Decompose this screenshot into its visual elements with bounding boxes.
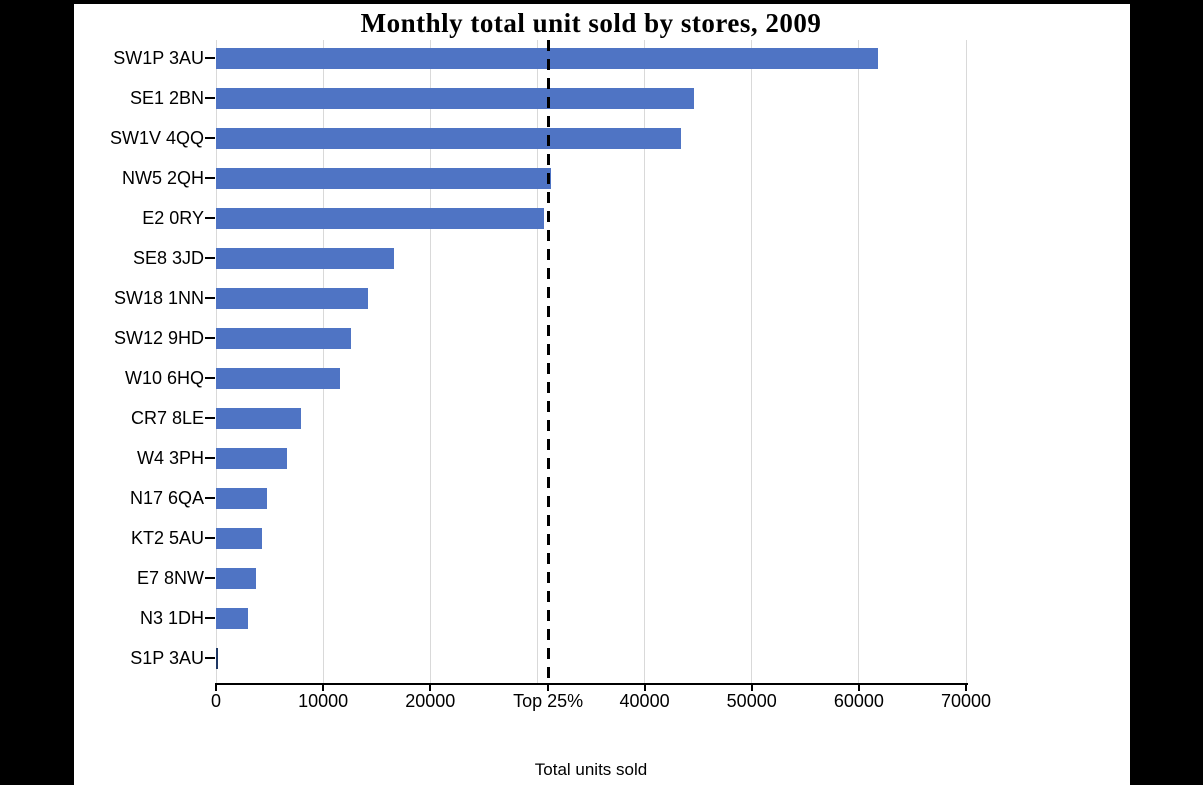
gridline-x-60000 [858,40,860,683]
y-tick-mark [205,417,215,419]
frame-top-border [74,0,1130,4]
y-tick-label-nw5-2qh: NW5 2QH [121,168,204,188]
bar-se8-3jd [216,247,394,269]
plot-area [215,40,967,683]
x-tick-label-40000: 40000 [619,691,670,711]
x-tick-mark-top-25- [547,685,550,691]
y-tick-mark [205,617,215,619]
bar-cr7-8le [216,407,301,429]
bar-n3-1dh [216,607,249,629]
y-tick-mark [205,97,215,99]
y-tick-label-se8-3jd: SE8 3JD [132,248,204,268]
bar-n17-6qa [216,487,268,509]
y-tick-mark [205,577,215,579]
y-tick-mark [205,217,215,219]
bar-nw5-2qh [216,167,552,189]
x-tick-mark-70000 [965,685,967,691]
y-tick-label-w10-6hq: W10 6HQ [124,368,204,388]
frame-left-border [0,0,74,785]
x-tick-label-50000: 50000 [726,691,777,711]
bar-sw18-1nn [216,287,369,309]
x-tick-label-top-25-: Top 25% [513,691,584,711]
y-tick-mark [205,57,215,59]
y-tick-mark [205,537,215,539]
gridline-x-0 [215,40,217,683]
y-tick-mark [205,177,215,179]
y-tick-mark [205,657,215,659]
gridline-x-20000 [429,40,431,683]
y-tick-mark [205,257,215,259]
gridline-x-30000 [536,40,538,683]
y-tick-label-sw1v-4qq: SW1V 4QQ [109,128,204,148]
y-tick-label-e2-0ry: E2 0RY [142,208,204,228]
bar-sw12-9hd [216,327,351,349]
x-tick-label-60000: 60000 [833,691,884,711]
gridline-x-70000 [965,40,967,683]
bar-s1p-3au [216,647,218,669]
y-tick-mark [205,377,215,379]
y-tick-label-s1p-3au: S1P 3AU [130,648,204,668]
bar-kt2-5au [216,527,263,549]
y-tick-label-se1-2bn: SE1 2BN [129,88,204,108]
gridline-x-50000 [751,40,753,683]
gridline-x-40000 [644,40,646,683]
bar-e2-0ry [216,207,544,229]
top-25-percent-reference-line [546,40,550,683]
x-tick-label-0: 0 [210,691,221,711]
bar-sw1v-4qq [216,127,681,149]
y-tick-label-sw12-9hd: SW12 9HD [113,328,204,348]
bar-w4-3ph [216,447,287,469]
bar-e7-8nw [216,567,256,589]
y-tick-label-w4-3ph: W4 3PH [136,448,204,468]
y-tick-label-sw18-1nn: SW18 1NN [113,288,204,308]
x-tick-mark-20000 [429,685,432,691]
x-tick-label-70000: 70000 [940,691,992,711]
x-tick-mark-60000 [857,685,860,691]
y-tick-mark [205,497,215,499]
x-tick-label-20000: 20000 [405,691,456,711]
y-tick-label-n3-1dh: N3 1DH [139,608,204,628]
y-tick-mark [205,297,215,299]
bar-se1-2bn [216,87,694,109]
y-tick-label-e7-8nw: E7 8NW [136,568,204,588]
x-axis-line [215,683,968,685]
y-tick-label-cr7-8le: CR7 8LE [130,408,204,428]
x-tick-label-10000: 10000 [298,691,349,711]
frame-right-border [1130,0,1203,785]
y-tick-label-kt2-5au: KT2 5AU [130,528,204,548]
x-tick-mark-0 [215,685,217,691]
x-axis-title: Total units sold [534,760,648,779]
y-tick-label-sw1p-3au: SW1P 3AU [113,48,204,68]
x-tick-mark-50000 [750,685,753,691]
x-tick-mark-10000 [322,685,325,691]
bar-w10-6hq [216,367,341,389]
x-tick-mark-40000 [643,685,646,691]
chart-title: Monthly total unit sold by stores, 2009 [360,8,822,38]
y-tick-mark [205,337,215,339]
gridline-x-10000 [322,40,324,683]
y-tick-mark [205,457,215,459]
y-tick-mark [205,137,215,139]
y-tick-label-n17-6qa: N17 6QA [129,488,204,508]
